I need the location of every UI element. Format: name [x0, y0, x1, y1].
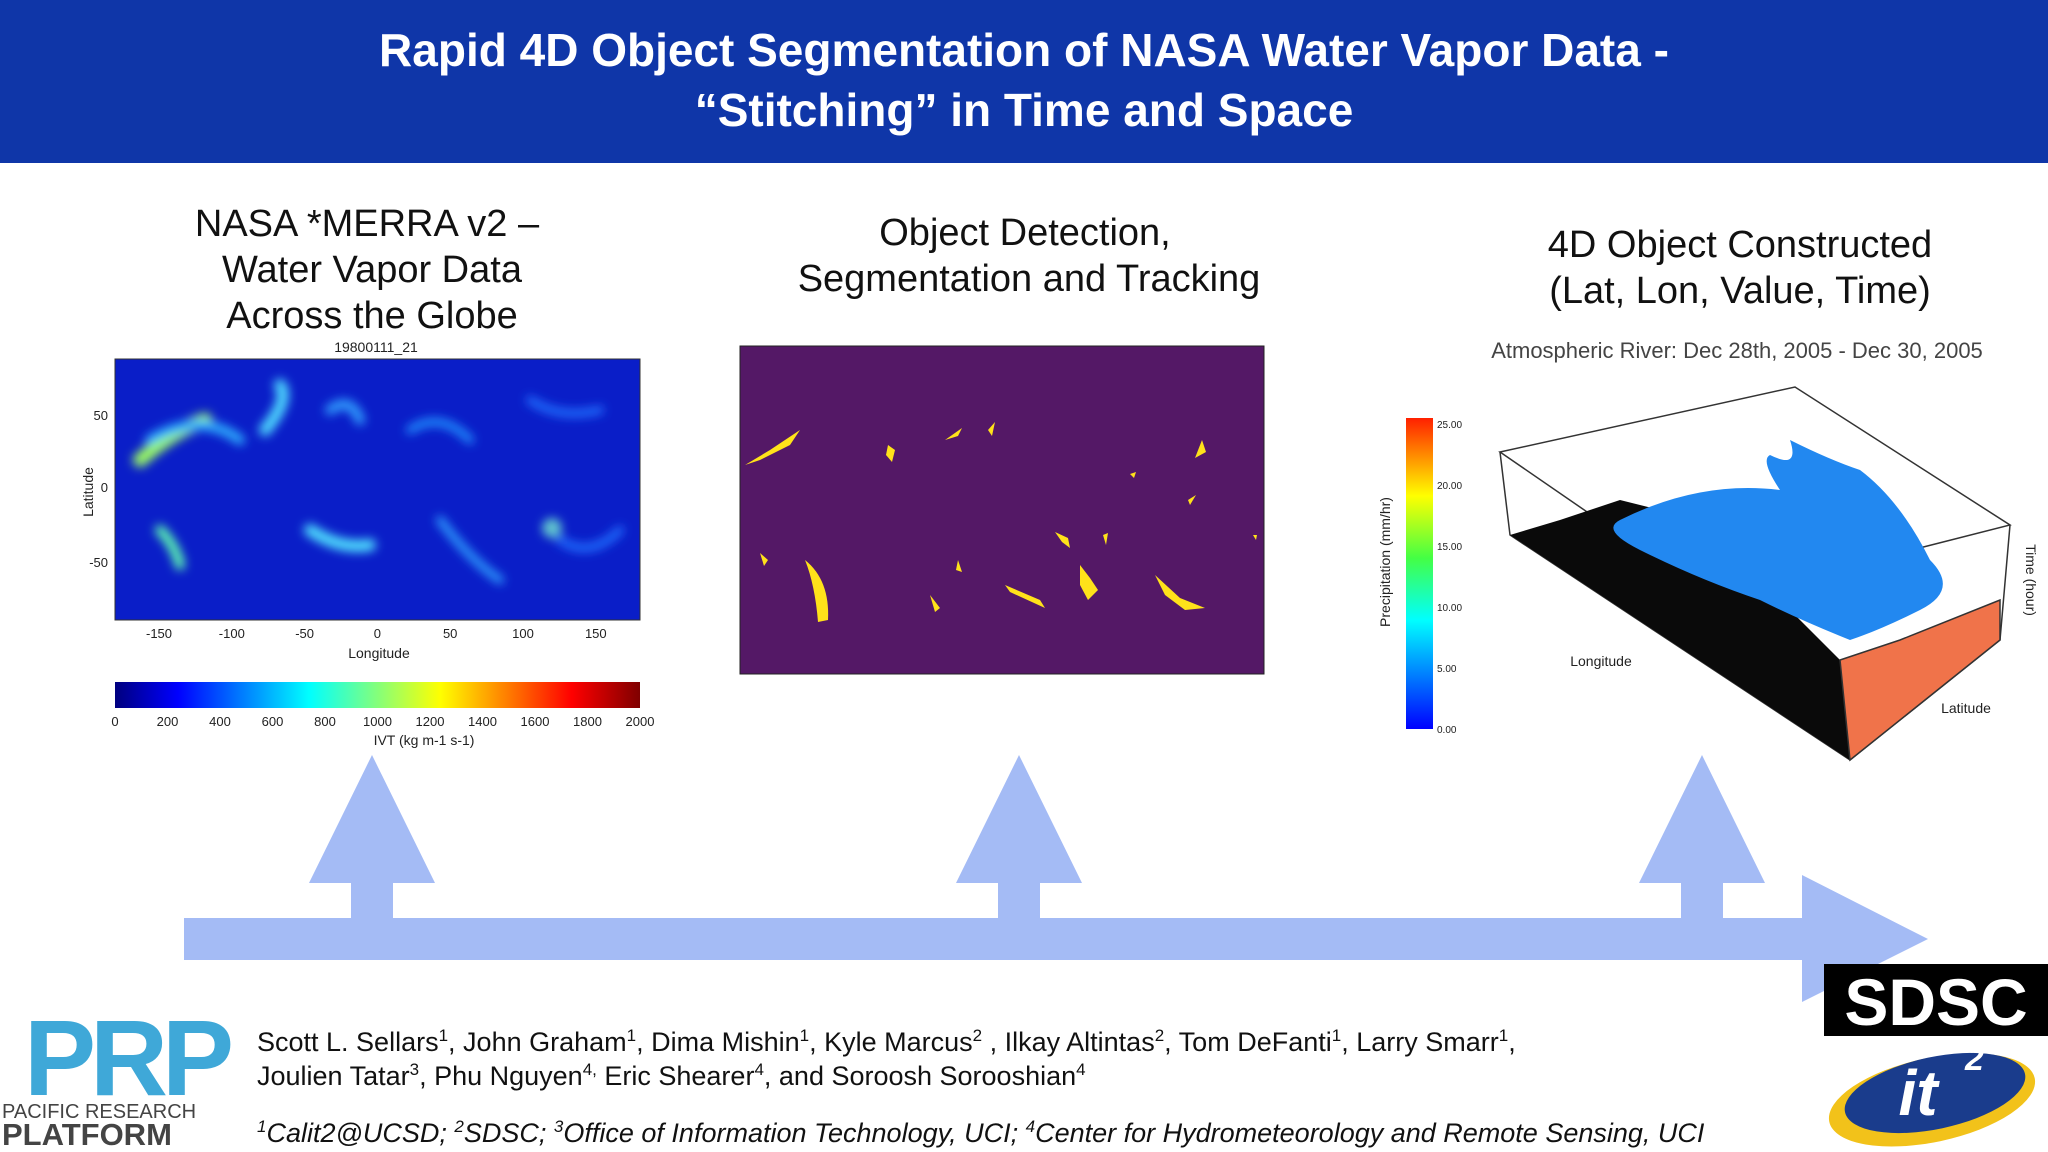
text-run: Center for Hydrometeorology and Remote S… — [1035, 1118, 1705, 1148]
it2-logo: it 2 — [1828, 1040, 2036, 1147]
colorbar-tick: 0 — [111, 714, 118, 729]
prp-line: PLATFORM — [2, 1117, 172, 1152]
superscript: 1 — [257, 1117, 266, 1136]
panel-title: Across the Globe — [226, 295, 517, 337]
text-run: , Larry Smarr — [1341, 1027, 1499, 1057]
superscript: 4 — [754, 1060, 763, 1079]
map-timestamp: 19800111_21 — [334, 339, 418, 355]
colorbar-tick: 1800 — [573, 714, 602, 729]
colorbar-tick: 20.00 — [1437, 481, 1462, 492]
superscript: 3 — [410, 1060, 419, 1079]
map-y-tick: 50 — [94, 408, 108, 423]
superscript: 4, — [583, 1060, 597, 1079]
map-x-tick: 150 — [585, 626, 607, 641]
map-x-label: Longitude — [348, 645, 410, 661]
ivt-colorbar — [115, 682, 640, 708]
colorbar-tick: 1400 — [468, 714, 497, 729]
colorbar-tick: 1600 — [521, 714, 550, 729]
author-line: Joulien Tatar3, Phu Nguyen4, Eric Sheare… — [257, 1060, 1086, 1091]
title-line: “Stitching” in Time and Space — [695, 84, 1354, 136]
superscript: 2 — [453, 1117, 464, 1136]
text-run: Eric Shearer — [597, 1061, 755, 1091]
prp-logo: PRP PACIFIC RESEARCH PLATFORM — [2, 997, 237, 1152]
map-x-tick: 0 — [374, 626, 381, 641]
z-axis-label: Time (hour) — [2023, 544, 2039, 616]
colorbar-tick: 15.00 — [1437, 542, 1462, 553]
superscript: 1 — [627, 1026, 636, 1045]
colorbar-tick: 1000 — [363, 714, 392, 729]
panel-title: (Lat, Lon, Value, Time) — [1549, 270, 1931, 312]
map-y-tick: -50 — [89, 555, 108, 570]
superscript: 3 — [554, 1117, 564, 1136]
segmentation-image — [739, 345, 1265, 675]
superscript: 4 — [1076, 1060, 1085, 1079]
text-run: Scott L. Sellars — [257, 1027, 439, 1057]
header-band — [0, 0, 2048, 163]
text-run: Office of Information Technology, UCI; — [563, 1118, 1025, 1148]
map-x-tick: -100 — [219, 626, 245, 641]
water-vapor-map — [114, 358, 641, 621]
author-line: Scott L. Sellars1, John Graham1, Dima Mi… — [257, 1026, 1516, 1057]
colorbar-tick: 25.00 — [1437, 420, 1462, 431]
panel-title: Segmentation and Tracking — [798, 258, 1261, 300]
colorbar-tick: 200 — [157, 714, 179, 729]
superscript: 1 — [1332, 1026, 1341, 1045]
panel-title: NASA *MERRA v2 – — [195, 203, 540, 245]
colorbar-tick: 0.00 — [1437, 725, 1457, 736]
text-run: , Tom DeFanti — [1164, 1027, 1332, 1057]
title-line: Rapid 4D Object Segmentation of NASA Wat… — [379, 24, 1669, 76]
superscript: 2 — [973, 1026, 982, 1045]
colorbar-tick: 5.00 — [1437, 664, 1457, 675]
figure-title: Atmospheric River: Dec 28th, 2005 - Dec … — [1491, 338, 1983, 363]
panel-title: 4D Object Constructed — [1548, 224, 1932, 266]
text-run: Calit2@UCSD; — [266, 1118, 454, 1148]
it-text: it — [1898, 1057, 1940, 1129]
map-x-tick: 50 — [443, 626, 457, 641]
map-x-tick: -150 — [146, 626, 172, 641]
text-run: , and Soroosh Sorooshian — [764, 1061, 1076, 1091]
colorbar-label: IVT (kg m-1 s-1) — [374, 732, 475, 748]
panel-title: Object Detection, — [879, 212, 1170, 254]
prp-mark: PRP — [24, 997, 231, 1118]
superscript: 1 — [800, 1026, 809, 1045]
y-axis-label: Latitude — [1941, 700, 1991, 716]
map-y-label: Latitude — [80, 467, 96, 517]
superscript: 2 — [1155, 1026, 1164, 1045]
colorbar-tick: 2000 — [626, 714, 655, 729]
map-x-tick: -50 — [295, 626, 314, 641]
text-run: , Dima Mishin — [636, 1027, 800, 1057]
text-run: , Ilkay Altintas — [982, 1027, 1155, 1057]
4d-object-box — [1498, 386, 2012, 762]
map-x-tick: 100 — [512, 626, 534, 641]
text-run: , Kyle Marcus — [809, 1027, 973, 1057]
colorbar-tick: 800 — [314, 714, 336, 729]
colorbar-tick: 400 — [209, 714, 231, 729]
prp-line: PACIFIC RESEARCH — [2, 1101, 196, 1123]
colorbar-label: Precipitation (mm/hr) — [1377, 497, 1393, 627]
affiliations: 1Calit2@UCSD; 2SDSC; 3Office of Informat… — [257, 1117, 1705, 1148]
text-run: Joulien Tatar — [257, 1061, 410, 1091]
colorbar-tick: 1200 — [416, 714, 445, 729]
sdsc-text: SDSC — [1844, 965, 2027, 1039]
timeline-arrows — [184, 755, 1928, 1002]
superscript: 4 — [1026, 1117, 1035, 1136]
sdsc-logo — [1824, 964, 2048, 1036]
text-run: , Phu Nguyen — [419, 1061, 583, 1091]
colorbar-tick: 10.00 — [1437, 603, 1462, 614]
superscript: 1 — [1499, 1026, 1508, 1045]
x-axis-label: Longitude — [1570, 653, 1632, 669]
map-y-tick: 0 — [101, 480, 108, 495]
text-run: , — [1508, 1027, 1516, 1057]
panel-title: Water Vapor Data — [222, 249, 523, 291]
text-run: , John Graham — [448, 1027, 627, 1057]
precip-colorbar — [1406, 418, 1433, 729]
colorbar-tick: 600 — [262, 714, 284, 729]
text-run: SDSC; — [464, 1118, 554, 1148]
superscript: 1 — [439, 1026, 448, 1045]
it-sup: 2 — [1964, 1040, 1984, 1078]
